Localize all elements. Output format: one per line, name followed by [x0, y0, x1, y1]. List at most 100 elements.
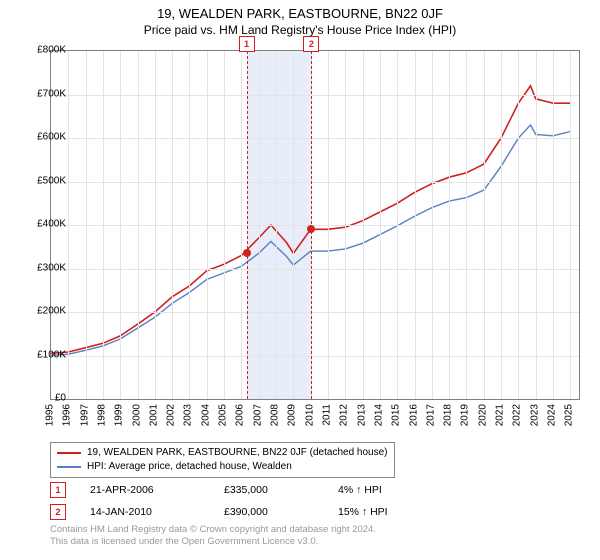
- gridline-v: [484, 51, 485, 399]
- x-axis-label: 2003: [183, 404, 194, 426]
- x-axis-label: 2016: [408, 404, 419, 426]
- gridline-v: [536, 51, 537, 399]
- sale-row-hpi: 4% ↑ HPI: [338, 484, 382, 496]
- gridline-h: [51, 138, 579, 139]
- gridline-v: [553, 51, 554, 399]
- gridline-h: [51, 269, 579, 270]
- x-axis-label: 2021: [495, 404, 506, 426]
- gridline-v: [276, 51, 277, 399]
- x-axis-label: 2013: [356, 404, 367, 426]
- gridline-v: [466, 51, 467, 399]
- gridline-v: [172, 51, 173, 399]
- gridline-v: [380, 51, 381, 399]
- container: 19, WEALDEN PARK, EASTBOURNE, BN22 0JF P…: [0, 0, 600, 560]
- sale-row-price: £335,000: [224, 484, 314, 496]
- x-axis-label: 2001: [148, 404, 159, 426]
- y-axis-label: £400K: [37, 219, 66, 230]
- legend-swatch: [57, 452, 81, 454]
- x-axis-label: 2012: [339, 404, 350, 426]
- footer-line-2: This data is licensed under the Open Gov…: [50, 536, 580, 548]
- gridline-h: [51, 182, 579, 183]
- gridline-v: [570, 51, 571, 399]
- legend-item: HPI: Average price, detached house, Weal…: [57, 460, 388, 474]
- x-axis-label: 2011: [321, 404, 332, 426]
- gridline-v: [363, 51, 364, 399]
- x-axis-label: 2000: [131, 404, 142, 426]
- x-axis-label: 2004: [200, 404, 211, 426]
- gridline-v: [345, 51, 346, 399]
- y-axis-label: £700K: [37, 88, 66, 99]
- gridline-v: [397, 51, 398, 399]
- chart-title: 19, WEALDEN PARK, EASTBOURNE, BN22 0JF: [0, 0, 600, 21]
- sale-row-badge: 1: [50, 482, 66, 498]
- x-axis-label: 2022: [512, 404, 523, 426]
- legend-swatch: [57, 466, 81, 468]
- y-axis-label: £300K: [37, 262, 66, 273]
- gridline-v: [155, 51, 156, 399]
- sale-marker-dot: [307, 225, 315, 233]
- gridline-v: [207, 51, 208, 399]
- gridline-v: [432, 51, 433, 399]
- footer-attribution: Contains HM Land Registry data © Crown c…: [50, 524, 580, 548]
- gridline-v: [241, 51, 242, 399]
- x-axis-label: 2007: [252, 404, 263, 426]
- x-axis-label: 2002: [166, 404, 177, 426]
- x-axis-label: 2014: [373, 404, 384, 426]
- gridline-v: [86, 51, 87, 399]
- gridline-v: [449, 51, 450, 399]
- x-axis-label: 2006: [235, 404, 246, 426]
- sale-row-date: 14-JAN-2010: [90, 506, 200, 518]
- sales-table: 1 21-APR-2006 £335,000 4% ↑ HPI 2 14-JAN-2010…: [50, 482, 388, 526]
- sale-row-hpi: 15% ↑ HPI: [338, 506, 388, 518]
- gridline-v: [501, 51, 502, 399]
- x-axis-label: 2024: [547, 404, 558, 426]
- y-axis-label: £600K: [37, 132, 66, 143]
- sale-marker-badge: 1: [239, 36, 255, 52]
- sale-marker-line: [247, 51, 248, 399]
- gridline-v: [68, 51, 69, 399]
- x-axis-label: 1995: [45, 404, 56, 426]
- sale-marker-badge: 2: [303, 36, 319, 52]
- x-axis-label: 2025: [564, 404, 575, 426]
- chart-plot-area: [50, 50, 580, 400]
- gridline-v: [103, 51, 104, 399]
- footer-line-1: Contains HM Land Registry data © Crown c…: [50, 524, 580, 536]
- sale-row: 1 21-APR-2006 £335,000 4% ↑ HPI: [50, 482, 388, 498]
- x-axis-label: 2017: [425, 404, 436, 426]
- legend-label: 19, WEALDEN PARK, EASTBOURNE, BN22 0JF (…: [87, 446, 388, 460]
- x-axis-label: 1996: [62, 404, 73, 426]
- gridline-v: [224, 51, 225, 399]
- gridline-v: [120, 51, 121, 399]
- chart-subtitle: Price paid vs. HM Land Registry's House …: [0, 21, 600, 43]
- x-axis-label: 1998: [96, 404, 107, 426]
- gridline-v: [518, 51, 519, 399]
- gridline-v: [138, 51, 139, 399]
- sale-row-price: £390,000: [224, 506, 314, 518]
- x-axis-label: 2009: [287, 404, 298, 426]
- y-axis-label: £500K: [37, 175, 66, 186]
- x-axis-label: 1997: [79, 404, 90, 426]
- legend-box: 19, WEALDEN PARK, EASTBOURNE, BN22 0JF (…: [50, 442, 395, 478]
- legend-item: 19, WEALDEN PARK, EASTBOURNE, BN22 0JF (…: [57, 446, 388, 460]
- sale-row-date: 21-APR-2006: [90, 484, 200, 496]
- x-axis-label: 2023: [529, 404, 540, 426]
- gridline-v: [189, 51, 190, 399]
- gridline-v: [259, 51, 260, 399]
- gridline-h: [51, 225, 579, 226]
- legend-label: HPI: Average price, detached house, Weal…: [87, 460, 292, 474]
- y-axis-label: £0: [55, 393, 66, 404]
- x-axis-label: 2008: [270, 404, 281, 426]
- gridline-h: [51, 312, 579, 313]
- sale-row: 2 14-JAN-2010 £390,000 15% ↑ HPI: [50, 504, 388, 520]
- x-axis-label: 2018: [443, 404, 454, 426]
- sale-row-badge: 2: [50, 504, 66, 520]
- x-axis-label: 2019: [460, 404, 471, 426]
- gridline-v: [415, 51, 416, 399]
- gridline-h: [51, 356, 579, 357]
- x-axis-label: 2005: [218, 404, 229, 426]
- x-axis-label: 1999: [114, 404, 125, 426]
- x-axis-label: 2015: [391, 404, 402, 426]
- x-axis-label: 2010: [304, 404, 315, 426]
- sale-marker-dot: [243, 249, 251, 257]
- gridline-v: [293, 51, 294, 399]
